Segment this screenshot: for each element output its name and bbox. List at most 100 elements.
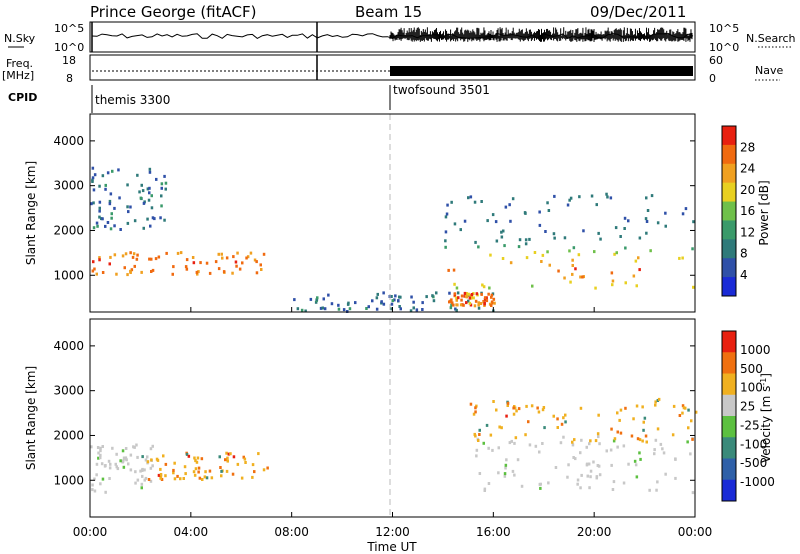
heatmap-cell [495, 408, 498, 412]
heatmap-cell [98, 215, 101, 219]
heatmap-cell [96, 446, 100, 449]
heatmap-cell [475, 292, 479, 296]
heatmap-cell [539, 486, 542, 490]
heatmap-cell [491, 448, 494, 452]
heatmap-cell [99, 446, 102, 450]
heatmap-cell [489, 433, 493, 437]
heatmap-cell [622, 444, 626, 448]
cpid-label: CPID [8, 91, 37, 104]
heatmap-cell [653, 452, 656, 456]
heatmap-cell [614, 226, 618, 230]
heatmap-cell [234, 260, 238, 264]
velocity-colorbar: 1000 500 100 25 -25 -100 -500 -1000 [721, 330, 775, 502]
heatmap-cell [579, 451, 582, 455]
heatmap-cell [634, 463, 638, 467]
heatmap-cell [475, 448, 479, 452]
nsky-tick-bottom: 10^0 [54, 41, 84, 54]
heatmap-cell [474, 240, 477, 244]
heatmap-cell [546, 250, 549, 254]
heatmap-cell [664, 472, 667, 476]
heatmap-cell [556, 417, 559, 421]
heatmap-cell [454, 307, 457, 311]
heatmap-cell [309, 297, 313, 301]
heatmap-cell [656, 480, 659, 484]
heatmap-cell [139, 196, 143, 200]
heatmap-cell [473, 304, 477, 308]
heatmap-cell [505, 458, 508, 462]
heatmap-cell [162, 454, 165, 458]
heatmap-cell [571, 440, 574, 444]
heatmap-cell [321, 306, 324, 310]
heatmap-cell [611, 279, 615, 283]
colorbar-tick-label: 16 [740, 204, 755, 218]
colorbar-tick-label: 24 [740, 162, 755, 176]
heatmap-cell [511, 469, 515, 473]
heatmap-cell [642, 428, 645, 432]
heatmap-cell [489, 253, 492, 257]
heatmap-cell [456, 291, 460, 295]
heatmap-cell [455, 298, 458, 302]
colorbar-swatch [722, 182, 736, 203]
heatmap-cell [571, 443, 575, 447]
heatmap-cell [91, 483, 94, 487]
heatmap-cell [594, 439, 598, 443]
heatmap-cell [266, 466, 269, 470]
heatmap-cell [638, 236, 642, 240]
heatmap-cell [399, 307, 402, 311]
heatmap-cell [198, 476, 202, 480]
heatmap-cell [104, 464, 107, 467]
heatmap-cell [199, 261, 202, 265]
heatmap-cell [605, 449, 608, 453]
heatmap-cell [674, 476, 677, 480]
heatmap-cell [375, 296, 379, 300]
heatmap-cell [111, 446, 114, 450]
heatmap-cell [151, 444, 154, 448]
heatmap-cell [315, 298, 319, 302]
heatmap-cell [495, 239, 499, 243]
heatmap-cell [624, 281, 627, 285]
heatmap-cell [219, 466, 222, 469]
heatmap-cell [477, 439, 480, 442]
heatmap-cell [238, 267, 242, 271]
heatmap-cell [490, 300, 494, 304]
heatmap-cell [172, 468, 175, 472]
heatmap-cell [681, 404, 685, 408]
heatmap-cell [645, 231, 648, 235]
heatmap-cell [391, 299, 394, 303]
heatmap-cell [176, 251, 180, 255]
heatmap-cell [641, 439, 644, 443]
heatmap-cell [503, 472, 507, 476]
heatmap-cell [146, 217, 149, 221]
heatmap-cell [449, 299, 452, 303]
heatmap-cell [90, 445, 93, 449]
heatmap-cell [151, 464, 154, 468]
heatmap-cell [91, 178, 94, 182]
heatmap-cell [514, 436, 518, 440]
heatmap-cell [164, 462, 168, 466]
heatmap-cell [635, 475, 639, 479]
heatmap-cell [463, 219, 467, 223]
heatmap-cell [691, 437, 694, 441]
cpid-strip: CPID themis 3300 twofsound 3501 [8, 83, 490, 113]
heatmap-cell [512, 406, 515, 410]
heatmap-cell [203, 475, 207, 479]
heatmap-cell [482, 285, 486, 289]
heatmap-cell [500, 426, 503, 430]
colorbar-swatch [722, 201, 736, 221]
heatmap-cell [129, 468, 133, 472]
heatmap-cell [579, 406, 583, 410]
heatmap-cell [218, 455, 221, 459]
heatmap-cell [224, 458, 227, 462]
heatmap-cell [101, 217, 104, 221]
colorbar-swatch [722, 416, 736, 438]
heatmap-cell [574, 267, 577, 271]
heatmap-cell [249, 251, 253, 255]
heatmap-cell [538, 450, 541, 454]
heatmap-cell [692, 220, 695, 224]
heatmap-cell [184, 472, 187, 476]
heatmap-cell [509, 219, 512, 223]
heatmap-cell [129, 205, 132, 209]
heatmap-cell [451, 301, 454, 305]
heatmap-cell [122, 459, 125, 463]
